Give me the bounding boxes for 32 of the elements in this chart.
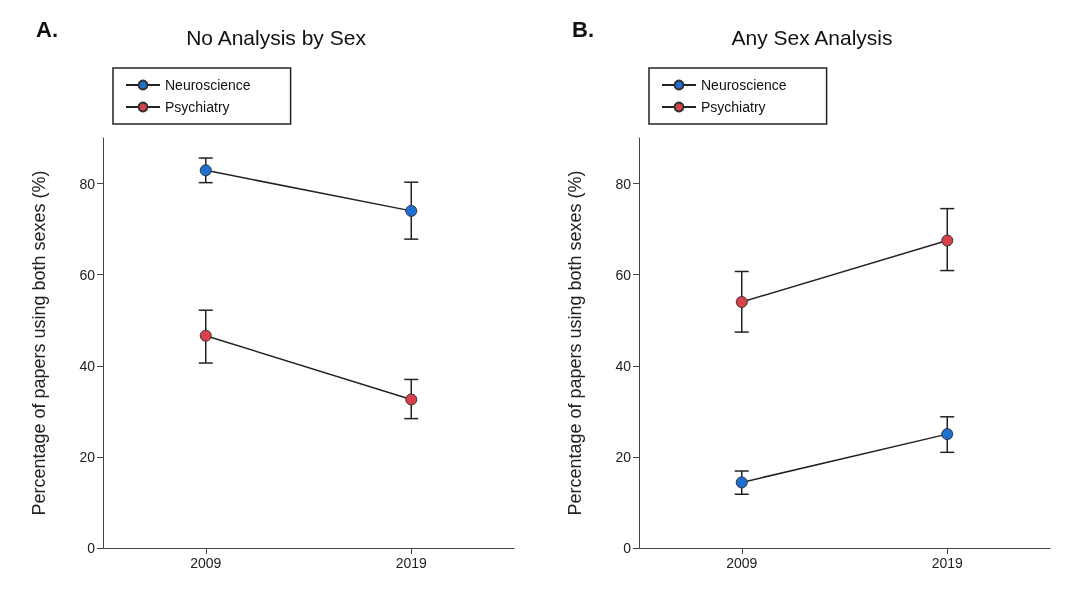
x-tick-label: 2009: [190, 555, 222, 571]
y-tick-label: 20: [615, 448, 632, 465]
point: [405, 204, 418, 217]
text: A.: [36, 16, 58, 42]
point: [941, 428, 954, 441]
point: [199, 329, 212, 342]
point: [199, 164, 212, 177]
y-tick-label: 80: [615, 175, 632, 192]
point: [405, 393, 418, 406]
y-tick-label: 40: [615, 357, 632, 374]
y-tick-label: 60: [79, 266, 96, 283]
legend-label: Psychiatry: [701, 99, 766, 115]
text: B.: [572, 16, 594, 42]
chart-title: No Analysis by Sex: [186, 26, 367, 49]
y-tick-label: 40: [79, 357, 96, 374]
x-tick-label: 2009: [726, 555, 758, 571]
x-tick-label: 2019: [931, 555, 964, 571]
legend-label: Psychiatry: [165, 99, 230, 115]
legend-label: Neuroscience: [165, 77, 251, 93]
y-tick-label: 80: [79, 175, 96, 192]
x-tick-label: 2019: [395, 555, 428, 571]
legend-label: Neuroscience: [701, 77, 787, 93]
y-tick-label: 60: [615, 266, 632, 283]
y-axis-title: Percentage of papers using both sexes (%): [29, 170, 49, 516]
y-tick-label: 0: [623, 540, 632, 556]
point: [735, 296, 748, 308]
y-tick-label: 0: [87, 540, 96, 556]
chart-title: Any Sex Analysis: [731, 26, 893, 49]
point: [941, 234, 954, 247]
y-axis-title: Percentage of papers using both sexes (%): [565, 170, 585, 516]
point: [735, 476, 748, 489]
y-tick-label: 20: [79, 448, 96, 465]
